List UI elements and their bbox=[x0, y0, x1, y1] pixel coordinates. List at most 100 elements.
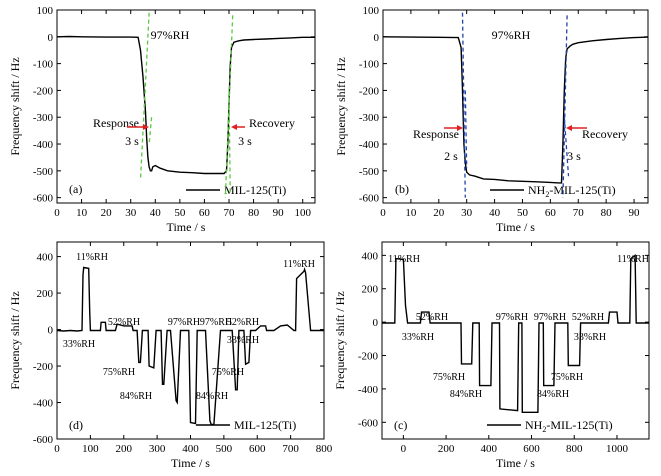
y-tick-label: -200 bbox=[358, 351, 379, 363]
rh-label: 97%RH bbox=[496, 312, 528, 323]
tangent-guide bbox=[562, 15, 568, 198]
rh-label: 97%RH bbox=[168, 317, 200, 328]
x-tick-label: 200 bbox=[116, 443, 133, 455]
recovery-label: Recovery bbox=[582, 127, 628, 141]
tangent-guide bbox=[228, 90, 231, 193]
legend-label: NH2-MIL-125(Ti) bbox=[525, 418, 613, 434]
y-tick-label: -100 bbox=[359, 59, 380, 71]
y-tick-label: -600 bbox=[33, 193, 54, 205]
y-tick-label: -300 bbox=[33, 112, 54, 124]
rh-label: 33%RH bbox=[574, 332, 606, 343]
y-tick-label: -400 bbox=[33, 398, 54, 410]
rh-label: 52%RH bbox=[108, 317, 140, 328]
tangent-guide bbox=[461, 12, 466, 198]
rh-label: 75%RH bbox=[433, 372, 465, 383]
response-time-label: 2 s bbox=[444, 149, 458, 163]
y-axis-label: Frequency shift / Hz bbox=[333, 291, 347, 389]
plot-frame bbox=[381, 241, 650, 440]
y-tick-label: 400 bbox=[37, 252, 54, 264]
chart-panel-1: 0 10 20 30 40 50 60 70 80 90 100 100 0 -100 -200 -300 -4… bbox=[8, 5, 316, 234]
response-time-label: 3 s bbox=[125, 134, 139, 148]
y-tick-label: 0 bbox=[374, 32, 380, 44]
x-tick-label: 60 bbox=[199, 207, 211, 219]
legend-label: MIL-125(Ti) bbox=[234, 418, 296, 432]
response-label: Response bbox=[93, 116, 139, 130]
plot-frame bbox=[382, 9, 649, 204]
response-arrowhead bbox=[457, 125, 463, 131]
y-tick-label: -200 bbox=[33, 85, 54, 97]
x-tick-label: 80 bbox=[248, 207, 260, 219]
x-tick-label: 100 bbox=[82, 443, 99, 455]
y-tick-label: -300 bbox=[359, 112, 380, 124]
x-tick-label: 800 bbox=[566, 443, 583, 455]
y-tick-label: -400 bbox=[358, 384, 379, 396]
y-tick-label: -500 bbox=[359, 166, 380, 178]
rh-label: 97%RH bbox=[534, 312, 566, 323]
y-tick-label: 0 bbox=[48, 325, 54, 337]
x-tick-label: 10 bbox=[76, 207, 88, 219]
rh-label: 33%RH bbox=[63, 339, 95, 350]
humidity-label: 97%RH bbox=[151, 28, 190, 42]
recovery-label: Recovery bbox=[249, 116, 295, 130]
panel-label: (d) bbox=[69, 418, 83, 432]
y-axis-label: Frequency shift / Hz bbox=[334, 57, 348, 155]
x-tick-label: 20 bbox=[101, 207, 113, 219]
y-tick-label: 0 bbox=[373, 317, 379, 329]
x-tick-label: 600 bbox=[249, 443, 266, 455]
legend-label: MIL-125(Ti) bbox=[224, 183, 286, 197]
x-tick-label: 70 bbox=[573, 207, 585, 219]
y-tick-label: -600 bbox=[359, 193, 380, 205]
rh-label: 84%RH bbox=[120, 391, 152, 402]
recovery-arrowhead bbox=[566, 125, 572, 131]
rh-label: 75%RH bbox=[212, 367, 244, 378]
x-axis-label: Time / s bbox=[496, 220, 535, 234]
recovery-arrowhead bbox=[231, 124, 237, 130]
x-tick-label: 0 bbox=[380, 207, 386, 219]
x-axis-label: Time / s bbox=[496, 456, 535, 470]
x-tick-label: 90 bbox=[629, 207, 641, 219]
x-tick-label: 50 bbox=[517, 207, 529, 219]
rh-label: 75%RH bbox=[103, 367, 135, 378]
x-tick-label: 80 bbox=[601, 207, 613, 219]
panel-label: (a) bbox=[69, 182, 82, 196]
plot-frame bbox=[56, 9, 316, 204]
panel-label: (c) bbox=[394, 418, 407, 432]
y-tick-label: 0 bbox=[48, 32, 54, 44]
recovery-time-label: 3 s bbox=[238, 134, 252, 148]
rh-label: 11%RH bbox=[617, 254, 649, 265]
x-tick-label: 400 bbox=[481, 443, 498, 455]
rh-label: 52%RH bbox=[572, 312, 604, 323]
tangent-guide bbox=[148, 117, 153, 145]
rh-label: 97%RH bbox=[200, 317, 232, 328]
x-tick-label: 500 bbox=[216, 443, 233, 455]
response-label: Response bbox=[413, 127, 459, 141]
chart-panel-4: 0 200 400 600 800 1000 400 200 0 -200 -400 -600 Time… bbox=[333, 241, 650, 470]
y-tick-label: 200 bbox=[362, 284, 379, 296]
series-line bbox=[382, 253, 649, 413]
x-tick-label: 300 bbox=[149, 443, 166, 455]
y-tick-label: -500 bbox=[33, 166, 54, 178]
tangent-guide bbox=[563, 117, 570, 177]
x-tick-label: 0 bbox=[54, 443, 60, 455]
y-tick-label: 100 bbox=[37, 5, 54, 17]
x-tick-label: 0 bbox=[401, 443, 407, 455]
series-line bbox=[56, 35, 315, 175]
rh-label: 11%RH bbox=[388, 254, 420, 265]
y-tick-label: -200 bbox=[359, 85, 380, 97]
x-tick-label: 100 bbox=[294, 207, 311, 219]
rh-label: 84%RH bbox=[196, 391, 228, 402]
y-tick-label: 400 bbox=[362, 250, 379, 262]
y-tick-label: -100 bbox=[33, 59, 54, 71]
y-tick-label: 200 bbox=[37, 288, 54, 300]
x-tick-label: 30 bbox=[461, 207, 473, 219]
tangent-guide bbox=[464, 90, 468, 169]
rh-label: 84%RH bbox=[537, 389, 569, 400]
rh-label: 75%RH bbox=[551, 372, 583, 383]
legend-label: NH2-MIL-125(Ti) bbox=[528, 183, 616, 199]
rh-label: 84%RH bbox=[450, 389, 482, 400]
x-tick-label: 60 bbox=[545, 207, 557, 219]
humidity-label: 97%RH bbox=[492, 28, 531, 42]
x-tick-label: 30 bbox=[125, 207, 137, 219]
panel-label: (b) bbox=[395, 182, 409, 196]
